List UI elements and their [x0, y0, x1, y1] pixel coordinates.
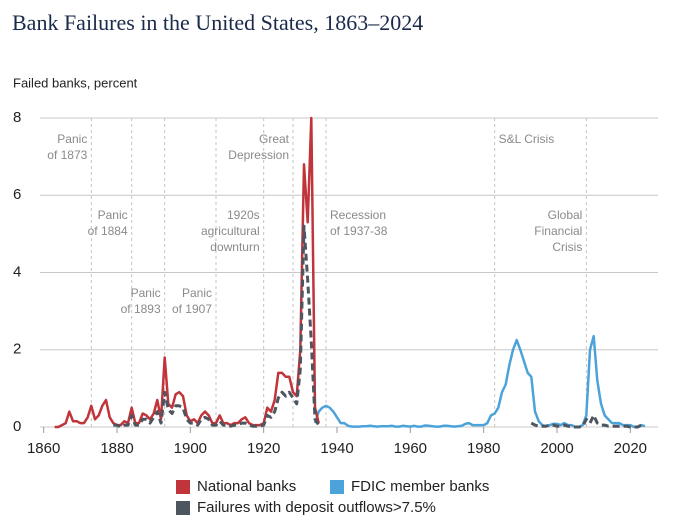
- event-label: of 1884: [88, 224, 128, 238]
- event-label: 1920s: [227, 208, 260, 222]
- event-label: S&L Crisis: [499, 132, 555, 146]
- event-label: Panic: [182, 286, 212, 300]
- event-label: of 1893: [121, 302, 161, 316]
- x-tick-label: 1940: [320, 440, 353, 457]
- x-tick-label: 1980: [467, 440, 500, 457]
- x-tick-label: 1860: [27, 440, 60, 457]
- event-label: Financial: [534, 224, 582, 238]
- series-line: [313, 334, 646, 429]
- series-line: [113, 224, 643, 429]
- x-tick-label: 2020: [614, 440, 647, 457]
- legend-label: National banks: [197, 478, 296, 495]
- event-label: Panic: [57, 132, 87, 146]
- event-label: Panic: [131, 286, 161, 300]
- x-tick-label: 1900: [174, 440, 207, 457]
- legend-label: Failures with deposit outflows>7.5%: [197, 499, 436, 516]
- event-label: agricultural: [201, 224, 260, 238]
- y-tick-label: 0: [13, 418, 21, 435]
- event-label: Global: [548, 208, 583, 222]
- y-tick-label: 4: [13, 263, 21, 280]
- event-label: of 1907: [172, 302, 212, 316]
- event-label: Crisis: [552, 240, 582, 254]
- event-label: Depression: [228, 148, 289, 162]
- event-label: downturn: [210, 240, 259, 254]
- legend-swatch: [330, 480, 344, 494]
- legend-swatch: [176, 480, 190, 494]
- x-tick-label: 2000: [540, 440, 573, 457]
- event-label: Recession: [330, 208, 386, 222]
- y-axis-label: Failed banks, percent: [13, 75, 138, 90]
- y-tick-label: 2: [13, 341, 21, 358]
- chart-title: Bank Failures in the United States, 1863…: [12, 10, 423, 35]
- event-label: Great: [259, 132, 290, 146]
- event-label: of 1873: [47, 148, 87, 162]
- event-label: of 1937-38: [330, 224, 388, 238]
- event-label: Panic: [98, 208, 128, 222]
- legend-label: FDIC member banks: [351, 478, 489, 495]
- x-tick-label: 1880: [100, 440, 133, 457]
- x-tick-label: 1920: [247, 440, 280, 457]
- x-tick-label: 1960: [394, 440, 427, 457]
- y-tick-label: 8: [13, 109, 21, 126]
- legend-swatch: [176, 501, 190, 515]
- y-tick-label: 6: [13, 186, 21, 203]
